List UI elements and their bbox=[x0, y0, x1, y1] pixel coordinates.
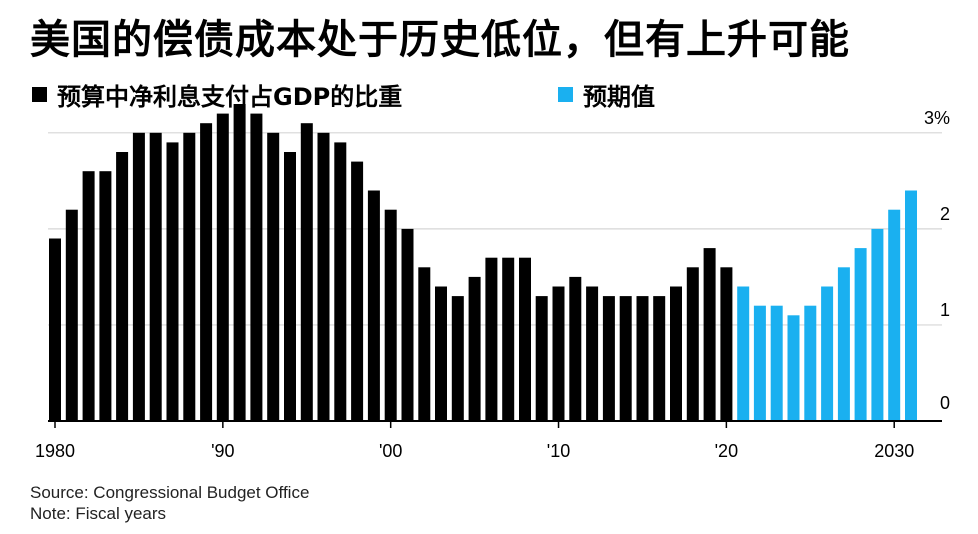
bar-projected-2027 bbox=[837, 267, 850, 421]
source-note: Source: Congressional Budget Office bbox=[30, 483, 310, 502]
bar-historical-1981 bbox=[65, 209, 78, 421]
bar-historical-2019 bbox=[703, 248, 716, 421]
legend-item-projected: 预期值 bbox=[558, 80, 655, 111]
legend-swatch-projected bbox=[558, 86, 573, 102]
bar-historical-1994 bbox=[284, 152, 296, 421]
bar-historical-2020 bbox=[720, 267, 733, 421]
bar-projected-2023 bbox=[770, 305, 783, 421]
bar-historical-2011 bbox=[569, 276, 582, 421]
x-tick-label: '20 bbox=[715, 441, 738, 461]
legend-label-historical: 预算中净利息支付占GDP的比重 bbox=[57, 82, 403, 111]
x-tick-label: '10 bbox=[547, 441, 570, 461]
bar-projected-2024 bbox=[787, 315, 800, 421]
bar-projected-2025 bbox=[804, 305, 817, 421]
bar-historical-1987 bbox=[166, 142, 179, 421]
bar-historical-1991 bbox=[233, 104, 246, 421]
legend-item-historical: 预算中净利息支付占GDP的比重 bbox=[32, 80, 402, 111]
x-tick-label: '00 bbox=[379, 441, 402, 461]
legend-label-projected: 预期值 bbox=[583, 82, 655, 111]
y-tick-label: 3% bbox=[924, 108, 950, 128]
bar-projected-2022 bbox=[753, 305, 766, 421]
bar-historical-2016 bbox=[653, 296, 666, 421]
bar-historical-2012 bbox=[586, 286, 599, 421]
bar-historical-1985 bbox=[132, 132, 145, 422]
bar-historical-2009 bbox=[535, 296, 548, 421]
chart-notes: Source: Congressional Budget Office Note… bbox=[30, 482, 309, 524]
bar-historical-2015 bbox=[636, 296, 649, 421]
fiscal-years-note: Note: Fiscal years bbox=[30, 504, 167, 523]
y-tick-label: 0 bbox=[940, 393, 950, 413]
legend-swatch-historical bbox=[32, 86, 47, 102]
bar-historical-1999 bbox=[367, 190, 380, 421]
bar-historical-1980 bbox=[49, 238, 61, 421]
bar-historical-2001 bbox=[401, 228, 414, 421]
x-tick-label: '90 bbox=[211, 441, 234, 461]
bar-historical-2000 bbox=[384, 209, 397, 421]
bar-historical-1983 bbox=[99, 171, 112, 421]
bar-projected-2029 bbox=[871, 228, 884, 421]
bar-historical-1989 bbox=[200, 123, 213, 421]
bar-historical-2017 bbox=[670, 286, 682, 421]
bar-historical-1993 bbox=[267, 132, 280, 422]
bar-historical-2003 bbox=[435, 286, 447, 421]
bar-historical-1984 bbox=[116, 152, 129, 421]
bar-projected-2028 bbox=[854, 248, 867, 421]
bar-historical-2002 bbox=[418, 267, 431, 421]
bar-historical-2007 bbox=[502, 257, 515, 421]
y-tick-label: 1 bbox=[940, 300, 950, 320]
bar-historical-1995 bbox=[300, 123, 313, 421]
bar-projected-2026 bbox=[821, 286, 834, 421]
x-tick-label: 2030 bbox=[874, 441, 914, 461]
bars bbox=[49, 104, 917, 422]
bar-historical-2018 bbox=[686, 267, 699, 421]
bar-historical-1997 bbox=[334, 142, 347, 421]
axes: 0 1 2 3% 1980 '90 '00 '10 '20 2030 bbox=[35, 108, 950, 461]
bar-historical-1996 bbox=[317, 132, 330, 422]
bar-projected-2021 bbox=[737, 286, 750, 421]
bar-historical-2005 bbox=[468, 276, 481, 421]
bar-historical-2013 bbox=[602, 296, 615, 421]
chart-title: 美国的偿债成本处于历史低位，但有上升可能 bbox=[30, 17, 850, 63]
y-tick-label: 2 bbox=[940, 204, 950, 224]
bar-historical-2010 bbox=[552, 286, 565, 421]
bar-historical-2008 bbox=[519, 257, 531, 421]
bar-historical-1986 bbox=[149, 132, 162, 422]
bar-historical-1990 bbox=[216, 113, 229, 421]
bar-projected-2031 bbox=[905, 190, 917, 421]
bar-historical-2014 bbox=[619, 296, 632, 421]
bar-historical-1992 bbox=[250, 113, 263, 421]
bar-historical-1982 bbox=[82, 171, 95, 421]
bar-historical-2006 bbox=[485, 257, 498, 421]
bar-historical-2004 bbox=[451, 296, 464, 421]
x-tick-label: 1980 bbox=[35, 441, 75, 461]
bar-projected-2030 bbox=[888, 209, 901, 421]
bar-historical-1998 bbox=[351, 161, 364, 421]
bar-historical-1988 bbox=[183, 132, 196, 422]
